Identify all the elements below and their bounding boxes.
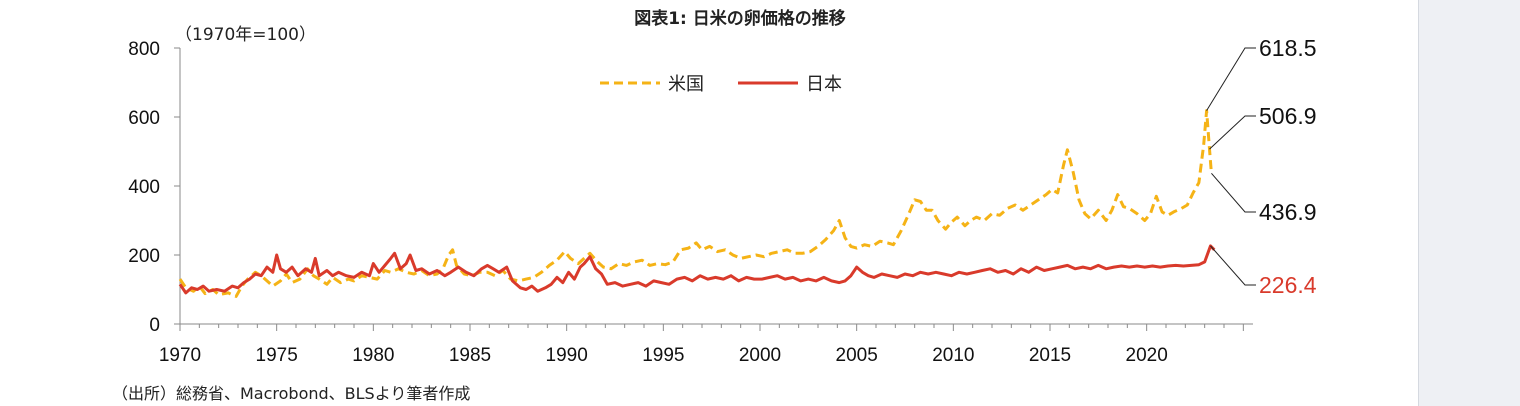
y-tick-label: 0 <box>149 315 160 336</box>
side-panel <box>1419 0 1520 406</box>
legend: 米国 日本 <box>600 74 842 95</box>
x-tick-label: 1985 <box>449 345 491 366</box>
source-note: （出所）総務省、Macrobond、BLSより筆者作成 <box>112 384 471 403</box>
y-unit-label: （1970年=100） <box>175 25 316 45</box>
end-label-japan: 226.4 <box>1259 272 1317 298</box>
series-line-japan <box>178 244 1216 295</box>
x-tick-label: 2000 <box>739 345 781 366</box>
series-layer <box>178 109 1216 298</box>
series-line-us <box>178 109 1213 298</box>
panel-edge <box>1418 0 1419 406</box>
x-tick-label: 2015 <box>1029 345 1071 366</box>
callout-line-us <box>1209 115 1256 150</box>
x-tick-label: 1990 <box>546 345 588 366</box>
legend-label-us: 米国 <box>668 74 704 95</box>
y-tick-label: 800 <box>128 39 160 60</box>
callout-line-japan <box>1210 245 1256 286</box>
end-label-us: 436.9 <box>1259 199 1317 225</box>
y-tick-label: 600 <box>128 108 160 129</box>
axes: 0 200 400 600 800 1970 1975 1980 1985 1990 1995 200… <box>128 39 1253 366</box>
x-tick-label: 2020 <box>1126 345 1168 366</box>
y-tick-label: 400 <box>128 177 160 198</box>
y-tick-label: 200 <box>128 246 160 267</box>
x-tick-label: 2010 <box>932 345 974 366</box>
callout-line-us <box>1211 172 1256 213</box>
x-tick-label: 2005 <box>836 345 878 366</box>
callout-line-us <box>1206 47 1256 111</box>
end-label-us: 506.9 <box>1259 103 1317 129</box>
chart-title: 図表1: 日米の卵価格の推移 <box>634 9 846 29</box>
end-label-us: 618.5 <box>1259 35 1317 61</box>
x-tick-label: 1970 <box>159 345 201 366</box>
legend-label-japan: 日本 <box>806 74 842 95</box>
x-tick-label: 1975 <box>256 345 298 366</box>
x-tick-label: 1995 <box>642 345 684 366</box>
end-callouts: 618.5 506.9 436.9 226.4 <box>1206 35 1317 298</box>
x-tick-label: 1980 <box>352 345 394 366</box>
